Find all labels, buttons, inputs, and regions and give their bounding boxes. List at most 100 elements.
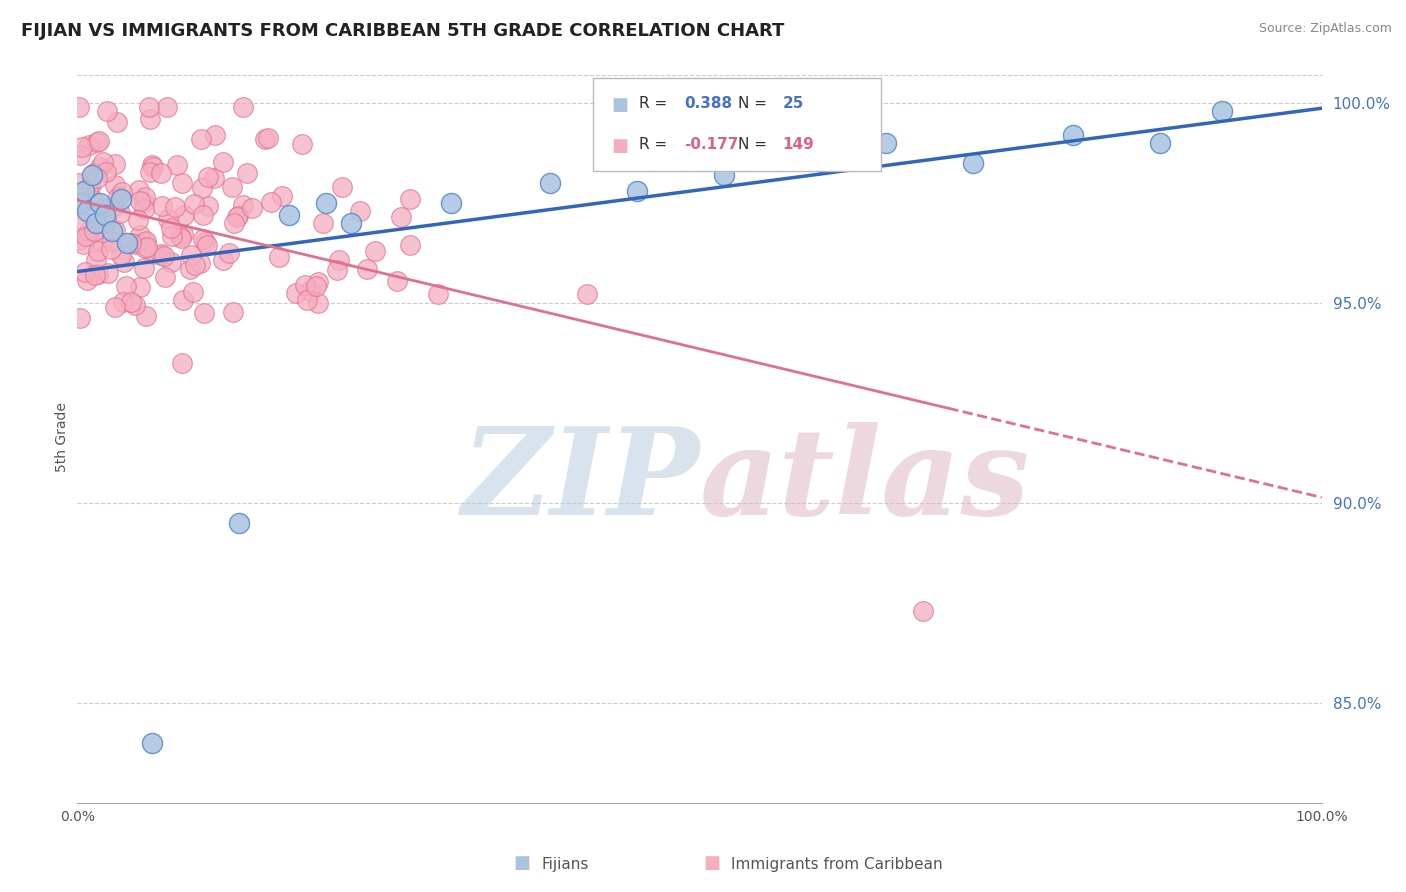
Point (134, 241, 156, 255)
Text: N =: N = (738, 95, 772, 111)
Text: N =: N = (738, 137, 772, 152)
Point (149, 166, 172, 180)
Point (232, 100, 254, 114)
Point (93, 208, 115, 222)
Point (80, 178, 103, 193)
Point (77, 223, 100, 237)
Point (120, 294, 142, 309)
Point (328, 253, 350, 268)
Point (326, 262, 349, 277)
Point (104, 178, 127, 192)
Text: ■: ■ (612, 95, 628, 113)
Point (398, 237, 420, 252)
Point (195, 238, 218, 252)
Point (226, 210, 249, 224)
Point (120, 235, 142, 250)
Point (150, 199, 173, 213)
Point (212, 252, 235, 267)
Point (356, 262, 378, 277)
Point (134, 194, 156, 209)
Point (104, 223, 127, 237)
Point (114, 278, 136, 293)
Point (96, 104, 118, 119)
Point (124, 298, 146, 312)
Point (169, 229, 191, 244)
Point (713, 169, 735, 183)
Text: atlas: atlas (700, 422, 1029, 541)
Point (240, 201, 263, 215)
Point (72, 184, 94, 198)
Point (69, 212, 91, 227)
Point (349, 203, 371, 218)
Text: Source: ZipAtlas.com: Source: ZipAtlas.com (1258, 22, 1392, 36)
Point (110, 248, 132, 262)
Point (191, 232, 214, 246)
Point (136, 240, 159, 254)
Point (75, 228, 97, 243)
Point (96, 164, 118, 178)
Point (138, 112, 160, 126)
Point (173, 209, 195, 223)
Point (222, 305, 245, 319)
Point (127, 212, 149, 227)
Point (385, 274, 408, 288)
Point (96, 212, 118, 227)
Point (330, 179, 353, 194)
Point (111, 186, 134, 200)
Point (115, 236, 138, 251)
Point (129, 280, 152, 294)
Point (138, 100, 160, 114)
Text: 0.388: 0.388 (685, 95, 733, 111)
Point (294, 277, 316, 292)
Point (104, 300, 127, 314)
Point (141, 158, 163, 172)
Point (204, 128, 226, 142)
Point (340, 216, 363, 230)
Point (299, 284, 322, 298)
Point (91, 154, 114, 169)
Point (193, 306, 215, 320)
Point (101, 200, 124, 214)
Point (82, 169, 104, 183)
Point (76, 181, 98, 195)
Point (212, 155, 235, 169)
Text: ■: ■ (513, 855, 530, 872)
Point (260, 194, 283, 209)
Point (83, 166, 105, 180)
Point (1062, 128, 1084, 143)
Point (194, 235, 217, 249)
Point (89, 196, 111, 211)
Point (77, 138, 100, 153)
Point (153, 249, 176, 263)
Point (87, 134, 110, 148)
Point (67, 100, 90, 114)
Point (76, 204, 98, 219)
Point (172, 293, 194, 307)
Point (100, 242, 122, 256)
Point (101, 234, 124, 248)
Point (197, 199, 219, 213)
Text: 149: 149 (783, 137, 814, 152)
Point (399, 192, 422, 206)
Point (128, 183, 150, 197)
Point (226, 210, 249, 224)
Point (277, 208, 299, 222)
Point (575, 287, 598, 301)
Text: ZIP: ZIP (461, 422, 700, 541)
Point (153, 270, 176, 285)
Point (256, 131, 278, 145)
Point (312, 216, 335, 230)
Text: R =: R = (640, 137, 672, 152)
Point (83, 224, 105, 238)
Point (962, 156, 984, 170)
Point (128, 194, 150, 209)
Point (912, 604, 935, 618)
Point (86, 135, 108, 149)
Point (90, 235, 112, 249)
Point (105, 115, 128, 129)
Point (110, 192, 132, 206)
Point (89, 160, 111, 174)
Point (291, 136, 314, 151)
Point (101, 224, 124, 238)
Point (271, 189, 294, 203)
